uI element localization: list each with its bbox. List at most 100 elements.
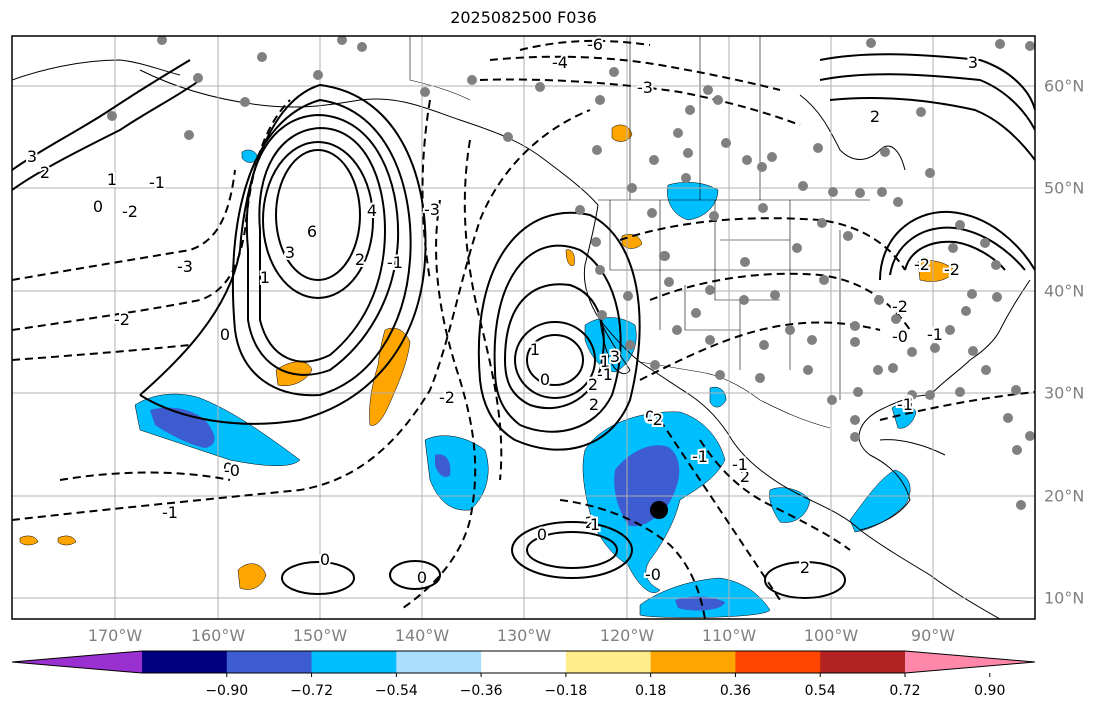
shade-darkblue-bottom xyxy=(675,596,725,611)
contour-label-dashed: -1 xyxy=(597,365,613,384)
contour-neg-1 xyxy=(12,109,591,521)
borders xyxy=(409,36,870,429)
colorbar-tick-label: 0.18 xyxy=(635,683,667,699)
colorbar-bin xyxy=(311,651,397,673)
contour-south-0b xyxy=(281,561,355,595)
lon-label: 120°W xyxy=(599,626,655,645)
contour-label-dashed: -2 xyxy=(944,260,960,279)
contour-label-solid: 2 xyxy=(355,250,365,269)
contour-high-east-3 xyxy=(514,321,596,399)
colorbar-bin xyxy=(396,651,482,673)
contour-label-solid: 0 xyxy=(93,197,103,216)
contour-south-1 xyxy=(511,521,633,579)
shade-blue-nicaragua xyxy=(709,386,727,408)
contour-label-solid: 2 xyxy=(585,513,595,532)
location-marker xyxy=(650,501,668,519)
contour-neg-top-6 xyxy=(519,39,651,51)
colorbar-bin xyxy=(735,651,821,673)
colorbar-outline xyxy=(11,650,1036,674)
contour-ne-2 xyxy=(819,73,1035,131)
contour-label-dashed: -1 xyxy=(897,395,913,414)
contour-neg-na-1 xyxy=(639,321,881,381)
shade-darkblue-central xyxy=(435,454,451,477)
contour-label-solid: 1 xyxy=(590,515,600,534)
lon-label: 100°W xyxy=(803,626,859,645)
colorbar-extend-low xyxy=(12,651,142,673)
border-ak-canada xyxy=(409,36,471,101)
contour-neg-mex xyxy=(699,439,851,551)
contour-label-dashed: -2 xyxy=(122,202,138,221)
contour-label-solid: 3 xyxy=(968,53,978,72)
coast-east xyxy=(999,279,1031,331)
colorbar-tick-label: 0.72 xyxy=(889,683,921,699)
contour-neg-na-3 xyxy=(619,217,906,271)
colorbar-tick-label: 0.54 xyxy=(804,683,836,699)
contour-neg-1b xyxy=(12,344,191,361)
contours-dashed xyxy=(12,39,1035,619)
contour-ne-3 xyxy=(819,53,1035,111)
contour-label-solid: 3 xyxy=(903,393,913,412)
coast-hudson xyxy=(799,94,906,171)
colorbar-tick-label: 0.90 xyxy=(974,683,1006,699)
lon-label: 90°W xyxy=(910,626,956,645)
shade-blue-central xyxy=(424,435,489,511)
contour-south-0c xyxy=(389,560,441,590)
contour-label-solid: 3 xyxy=(27,147,37,166)
contour-label-solid: 1 xyxy=(600,352,610,371)
lat-label: 40°N xyxy=(1044,281,1085,301)
contour-label-solid: 0 xyxy=(645,407,655,426)
contour-label-solid: 2 xyxy=(589,395,599,414)
colorbar-extend-high xyxy=(905,651,1035,673)
contour-neg-na-2 xyxy=(649,272,911,331)
coast-gulf xyxy=(858,394,931,531)
contour-label-dashed: -0 xyxy=(892,327,908,346)
contour-label-solid: 2 xyxy=(870,107,880,126)
contour-high-east-4 xyxy=(503,283,605,410)
coastlines xyxy=(12,59,1031,619)
colorbar-bin xyxy=(142,651,228,673)
contour-neg-trough-1 xyxy=(399,199,477,611)
contour-label-solid: 0 xyxy=(220,325,230,344)
lon-label: 110°W xyxy=(701,626,757,645)
shade-orange-tiny-w2 xyxy=(57,535,77,546)
contour-label-solid: 6 xyxy=(307,222,317,241)
contour-ne-0 xyxy=(829,97,1035,161)
lat-label: 50°N xyxy=(1044,178,1085,198)
colorbar-tick-label: −0.54 xyxy=(374,683,418,699)
contour-label-dashed: -0 xyxy=(645,565,661,584)
contour-label-solid: 3 xyxy=(285,243,295,262)
contour-label-dashed: -3 xyxy=(177,257,193,276)
contour-neg-south xyxy=(559,499,706,619)
border-us-mexico xyxy=(639,361,831,429)
contour-label-solid: 4 xyxy=(367,201,377,220)
contour-nw-3 xyxy=(12,59,191,171)
lon-label: 160°W xyxy=(190,626,246,645)
shade-orange-south xyxy=(237,563,267,590)
contour-neg-atl xyxy=(879,391,1035,421)
shade-orange-great-lakes xyxy=(917,260,956,282)
contour-label-dashed: -1 xyxy=(162,503,178,522)
contour-label-dashed: -3 xyxy=(637,78,653,97)
contour-label-dashed: -1 xyxy=(692,447,708,466)
lat-label: 60°N xyxy=(1044,76,1085,96)
contour-label-solid: 0 xyxy=(417,568,427,587)
border-canada-prov xyxy=(629,36,761,200)
lon-label: 170°W xyxy=(87,626,143,645)
contour-label-dashed: -2 xyxy=(114,310,130,329)
contour-label-dashed: -0 xyxy=(224,461,240,480)
lon-label: 130°W xyxy=(496,626,552,645)
contour-label-solid: 2 xyxy=(740,467,750,486)
coast-alaska xyxy=(139,69,599,206)
coast-central-am xyxy=(859,529,1001,619)
contours-solid xyxy=(12,53,1035,599)
contour-label-dashed: -1 xyxy=(387,253,403,272)
contour-label-solid: 2 xyxy=(588,375,598,394)
contour-label-solid: 2 xyxy=(800,558,810,577)
shade-orange-central xyxy=(369,327,411,426)
lat-label: 20°N xyxy=(1044,486,1085,506)
map-border xyxy=(11,35,1036,620)
contour-label-dashed: -1 xyxy=(149,173,165,192)
contour-label-solid: 1 xyxy=(260,268,270,287)
